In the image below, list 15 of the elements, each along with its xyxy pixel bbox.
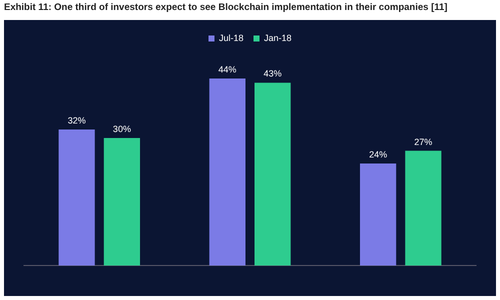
data-label: 44% [218,64,236,74]
data-label: 27% [414,136,432,147]
data-label: 30% [112,124,131,134]
bar [58,130,95,266]
legend-label: Jul-18 [218,32,244,43]
bar [104,138,140,266]
bar [405,150,442,266]
data-label: 32% [68,116,86,126]
bar [209,78,246,266]
bar [254,82,291,266]
legend-label: Jan-18 [264,32,292,43]
chart-title: Exhibit 11: One third of investors expect to see Blockchain implementation in their companies [11] [4,2,448,13]
bar [360,164,396,266]
data-label: 24% [369,150,388,160]
data-label: 43% [264,68,282,79]
